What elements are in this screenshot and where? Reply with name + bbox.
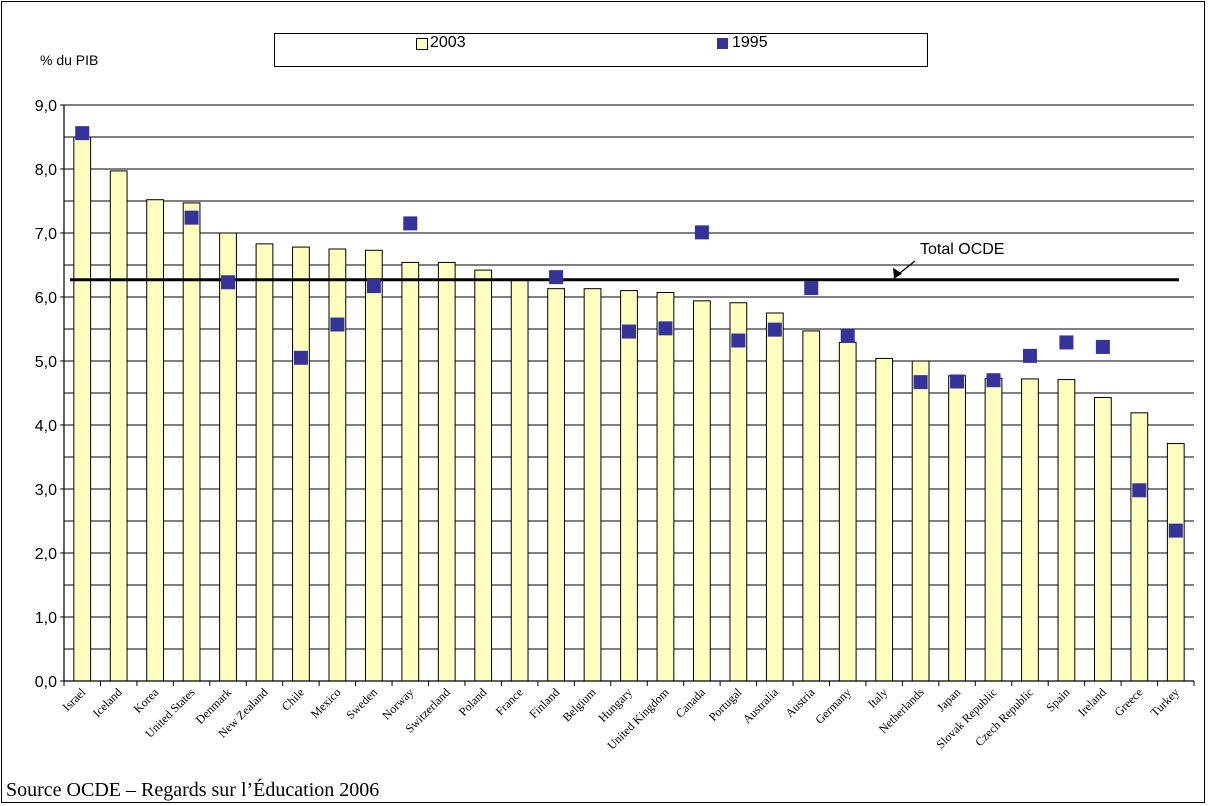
x-tick-label: Sweden <box>343 685 380 722</box>
legend-swatch-2003 <box>416 38 428 50</box>
bar <box>838 341 857 682</box>
bar <box>1166 443 1185 682</box>
bar <box>765 312 784 682</box>
legend-label-2003: 2003 <box>430 34 466 51</box>
marker-1995 <box>731 333 746 348</box>
x-tick-label: Germany <box>812 685 853 726</box>
marker-1995 <box>840 329 855 344</box>
marker-1995 <box>1168 523 1183 538</box>
y-tick-label: 3,0 <box>35 482 57 499</box>
marker-1995 <box>1095 339 1110 354</box>
marker-1995 <box>75 126 90 141</box>
y-axis-label: % du PIB <box>40 52 99 68</box>
bar <box>1130 412 1149 682</box>
x-tick-label: Israel <box>60 685 89 714</box>
marker-1995 <box>767 322 782 337</box>
y-tick-label: 5,0 <box>35 354 57 371</box>
x-tick-label: Austria <box>782 685 817 720</box>
bar <box>328 248 347 682</box>
marker-1995 <box>658 321 673 336</box>
bar <box>875 357 894 682</box>
x-tick-label: Italy <box>865 685 890 710</box>
marker-1995 <box>1022 348 1037 363</box>
legend-swatch-1995 <box>717 38 728 49</box>
x-tick-label: Japan <box>934 685 963 714</box>
x-tick-label: Australia <box>740 685 781 726</box>
y-tick-label: 9,0 <box>35 98 57 115</box>
x-tick-label: Finland <box>526 685 562 721</box>
bar <box>547 288 565 682</box>
bar <box>984 377 1003 682</box>
x-tick-label: Poland <box>456 685 489 718</box>
bar <box>73 136 92 682</box>
y-tick-label: 6,0 <box>35 290 57 307</box>
y-tick-label: 7,0 <box>35 226 57 243</box>
y-tick-label: 1,0 <box>35 610 57 627</box>
marker-1995 <box>549 270 564 285</box>
bar <box>656 292 675 682</box>
x-tick-label: Belgium <box>560 685 600 725</box>
bar <box>401 261 420 682</box>
x-tick-label: Spain <box>1043 685 1072 714</box>
x-tick-label: Canada <box>673 685 709 721</box>
marker-1995 <box>221 275 236 290</box>
bar <box>583 288 602 682</box>
x-tick-label: Chile <box>279 685 307 713</box>
bar <box>182 202 201 682</box>
marker-1995 <box>1132 483 1147 498</box>
marker-1995 <box>1059 335 1074 350</box>
bar <box>620 290 638 682</box>
bar <box>802 330 821 682</box>
bar <box>474 269 493 682</box>
x-tick-label: Ireland <box>1075 685 1109 719</box>
bar <box>364 249 383 682</box>
marker-1995 <box>403 216 418 231</box>
bar <box>1021 378 1039 682</box>
bar <box>292 246 310 682</box>
marker-1995 <box>950 374 965 389</box>
legend <box>274 33 928 67</box>
x-tick-label: Portugal <box>706 685 745 724</box>
bar <box>693 300 711 682</box>
x-tick-label: Iceland <box>90 685 125 720</box>
marker-1995 <box>913 375 928 390</box>
marker-1995 <box>804 281 819 296</box>
x-tick-label: Korea <box>131 685 162 716</box>
bar <box>510 278 529 682</box>
marker-1995 <box>366 279 381 294</box>
bar <box>109 170 128 682</box>
marker-1995 <box>330 317 345 332</box>
source-note: Source OCDE – Regards sur l’Éducation 20… <box>6 779 380 801</box>
bar <box>729 302 748 682</box>
reference-arrowhead <box>893 267 902 279</box>
bar <box>911 360 930 682</box>
marker-1995 <box>694 225 709 240</box>
y-tick-label: 2,0 <box>35 546 57 563</box>
marker-1995 <box>622 324 636 339</box>
bar <box>1057 379 1076 682</box>
x-tick-label: Greece <box>1112 685 1146 719</box>
x-tick-label: Mexico <box>308 685 344 721</box>
y-tick-label: 4,0 <box>35 418 57 435</box>
marker-1995 <box>293 350 308 365</box>
marker-1995 <box>986 373 1001 388</box>
x-tick-label: France <box>493 685 526 718</box>
marker-1995 <box>184 210 199 225</box>
bar <box>255 243 274 682</box>
y-tick-label: 8,0 <box>35 162 57 179</box>
bar <box>219 232 237 682</box>
bar <box>146 199 165 682</box>
x-tick-label: Turkey <box>1148 685 1182 719</box>
reference-label: Total OCDE <box>920 241 1004 258</box>
y-tick-label: 0,0 <box>35 674 57 691</box>
bar <box>437 261 456 682</box>
bar <box>1093 396 1112 682</box>
legend-label-1995: 1995 <box>732 34 768 51</box>
bar <box>948 375 966 682</box>
